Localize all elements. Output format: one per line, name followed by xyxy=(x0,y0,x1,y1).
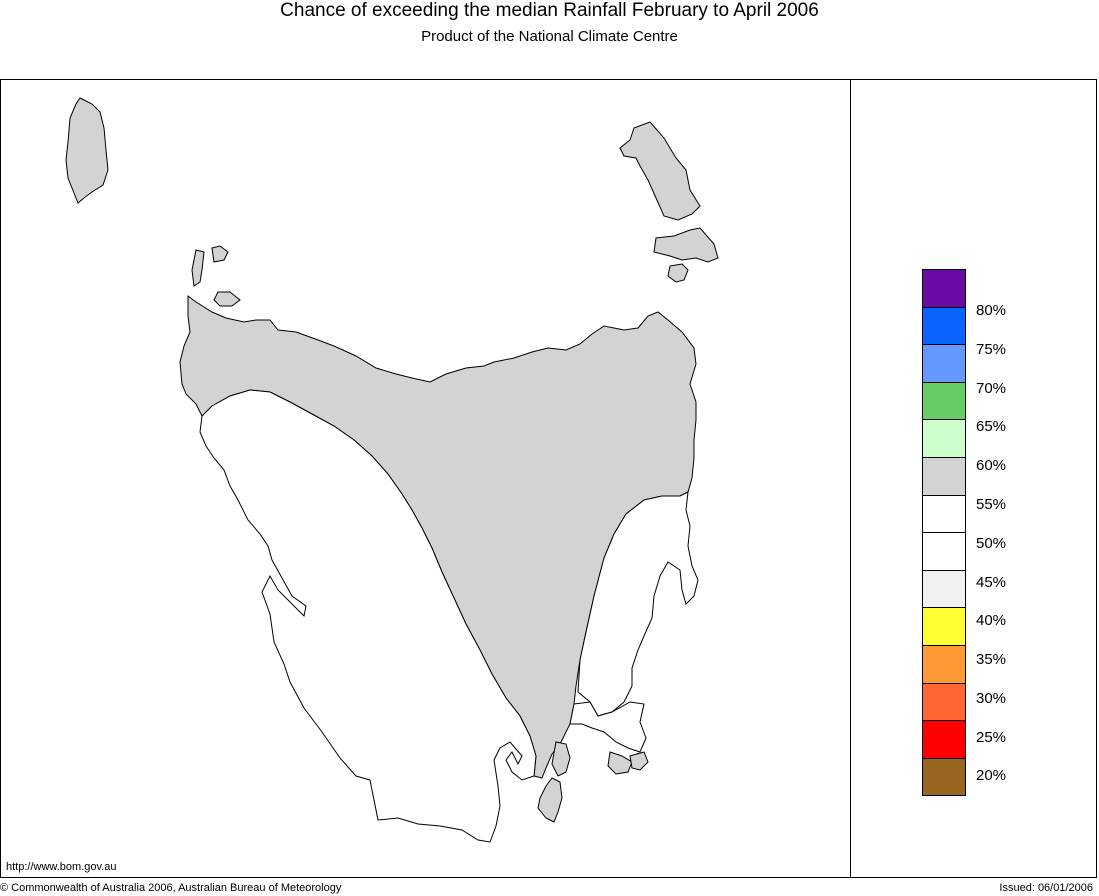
legend-label: 70% xyxy=(976,380,1007,397)
clarke-island xyxy=(667,263,689,283)
legend-label: 65% xyxy=(976,418,1007,435)
legend-swatch xyxy=(922,607,966,646)
mainland-white-west xyxy=(199,389,537,843)
legend-swatch xyxy=(922,381,966,421)
tasmania-map xyxy=(65,97,719,843)
map-subtitle: Product of the National Climate Centre xyxy=(421,28,678,45)
mainland-white-east xyxy=(577,491,699,717)
legend-swatch xyxy=(922,644,966,684)
legend-swatch xyxy=(922,757,966,797)
legend-label: 75% xyxy=(976,341,1007,358)
flinders-island xyxy=(619,121,701,221)
king-island xyxy=(65,97,109,204)
copyright-notice: © Commonwealth of Australia 2006, Austra… xyxy=(0,882,342,894)
south-east-coast xyxy=(569,701,647,753)
bruny-island xyxy=(607,751,633,775)
legend-swatch xyxy=(922,682,966,722)
legend-swatch xyxy=(922,419,966,458)
legend-swatch xyxy=(922,494,966,534)
map-title: Chance of exceeding the median Rainfall … xyxy=(280,0,819,21)
legend-swatch xyxy=(922,569,966,609)
tasman-peninsula xyxy=(537,777,563,823)
frame-divider xyxy=(850,79,851,878)
source-url[interactable]: http://www.bom.gov.au xyxy=(6,861,117,873)
legend-label: 80% xyxy=(976,302,1007,319)
legend-label: 35% xyxy=(976,651,1007,668)
map-frame xyxy=(0,79,1097,878)
legend-label: 30% xyxy=(976,690,1007,707)
legend-colorbar xyxy=(922,269,966,797)
three-hummock-island xyxy=(191,249,205,287)
legend-label: 55% xyxy=(976,496,1007,513)
legend-label: 40% xyxy=(976,612,1007,629)
issued-date: Issued: 06/01/2006 xyxy=(999,882,1093,894)
legend-label: 60% xyxy=(976,457,1007,474)
legend-swatch xyxy=(922,269,966,308)
legend-swatch xyxy=(922,306,966,346)
legend-label: 25% xyxy=(976,729,1007,746)
legend-swatch xyxy=(922,720,966,759)
hunter-island xyxy=(211,245,229,263)
forestier-peninsula xyxy=(551,741,571,777)
legend-swatch xyxy=(922,344,966,383)
legend-swatch xyxy=(922,456,966,496)
cape-barren-island xyxy=(653,227,719,263)
legend-swatch xyxy=(922,532,966,571)
legend-label: 20% xyxy=(976,767,1007,784)
robbins-island xyxy=(213,291,241,307)
maria-island xyxy=(629,751,649,771)
legend-label: 45% xyxy=(976,574,1007,591)
legend-label: 50% xyxy=(976,535,1007,552)
